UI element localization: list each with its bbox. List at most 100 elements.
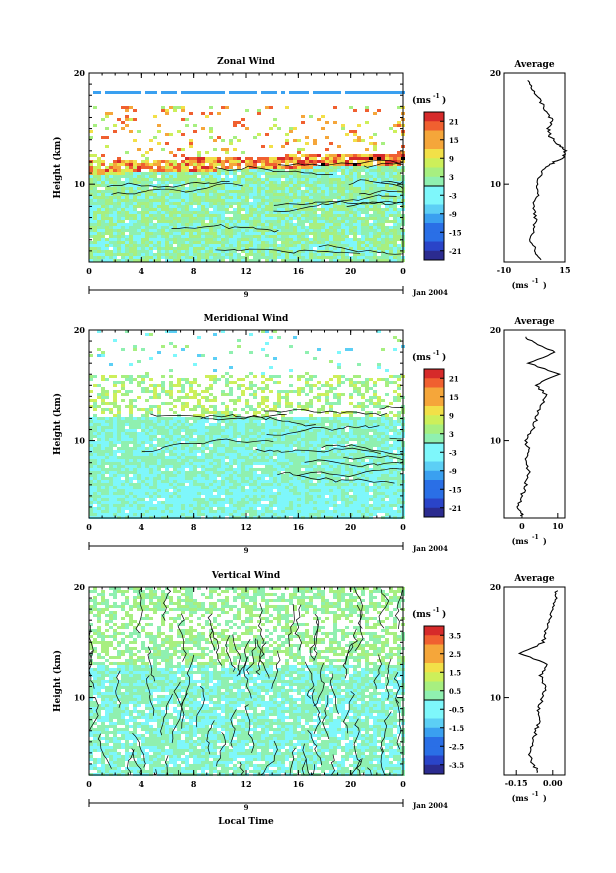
heatmap-cell — [369, 435, 373, 438]
heatmap-cell — [185, 459, 189, 462]
heatmap-cell — [221, 241, 225, 244]
heatmap-cell — [349, 208, 353, 211]
heatmap-cell — [117, 408, 121, 411]
heatmap-cell — [165, 193, 169, 196]
heatmap-cell — [313, 166, 317, 169]
heatmap-cell — [165, 432, 169, 435]
heatmap-cell — [117, 211, 121, 214]
heatmap-cell — [97, 211, 101, 214]
heatmap-cell — [101, 459, 105, 462]
heatmap-cell — [281, 465, 285, 468]
heatmap-cell — [313, 205, 317, 208]
heatmap-cell — [105, 408, 109, 411]
heatmap-cell — [137, 462, 141, 465]
heatmap-cell — [205, 178, 209, 181]
profile-y-tick-label: 10 — [490, 179, 502, 189]
heatmap-cell — [337, 420, 341, 423]
heatmap-cell — [281, 444, 285, 447]
heatmap-cell — [341, 124, 345, 127]
heatmap-cell — [157, 211, 161, 214]
heatmap-cell — [325, 220, 329, 223]
heatmap-cell — [165, 226, 169, 229]
heatmap-cell — [257, 250, 261, 253]
heatmap-cell — [225, 232, 229, 235]
heatmap-cell — [217, 202, 221, 205]
heatmap-cell — [285, 205, 289, 208]
heatmap-cell — [253, 232, 257, 235]
heatmap-cell — [169, 172, 173, 175]
heatmap-cell — [105, 241, 109, 244]
heatmap-cell — [225, 205, 229, 208]
heatmap-cell — [281, 169, 285, 172]
heatmap-cell — [325, 136, 329, 139]
heatmap-cell — [129, 429, 133, 432]
heatmap-cell — [305, 211, 309, 214]
heatmap-cell — [385, 166, 389, 169]
profile-frame — [503, 72, 566, 263]
heatmap-cell — [109, 205, 113, 208]
heatmap-cell — [225, 196, 229, 199]
heatmap-cell — [145, 468, 149, 471]
colorbar-tick-label: -21 — [449, 247, 462, 256]
heatmap-cell — [217, 112, 221, 115]
heatmap-cell — [337, 208, 341, 211]
heatmap-cell — [177, 229, 181, 232]
heatmap-cell — [209, 178, 213, 181]
heatmap-cell — [389, 163, 393, 166]
heatmap-cell — [121, 214, 125, 217]
heatmap-cell — [257, 133, 261, 136]
heatmap-cell — [325, 187, 329, 190]
heatmap-cell — [253, 217, 257, 220]
heatmap-cell — [381, 196, 385, 199]
heatmap-cell — [285, 220, 289, 223]
heatmap-cell — [397, 420, 401, 423]
heatmap-cell — [101, 136, 105, 139]
heatmap-cell — [337, 232, 341, 235]
heatmap-cell — [225, 199, 229, 202]
heatmap-cell — [285, 417, 289, 420]
heatmap-cell — [161, 465, 165, 468]
heatmap-cell — [325, 393, 329, 396]
heatmap-cell — [153, 229, 157, 232]
heatmap-cell — [337, 226, 341, 229]
heatmap-cell — [209, 217, 213, 220]
heatmap-cell — [325, 229, 329, 232]
heatmap-cell — [145, 408, 149, 411]
heatmap-cell — [341, 259, 345, 262]
heatmap-cell — [281, 232, 285, 235]
heatmap-cell — [133, 444, 137, 447]
heatmap-cell — [269, 429, 273, 432]
heatmap-cell — [333, 190, 337, 193]
heatmap-cell — [197, 172, 201, 175]
heatmap-cell — [101, 450, 105, 453]
heatmap-cell — [109, 166, 113, 169]
heatmap-cell — [117, 411, 121, 414]
heatmap-cell — [185, 417, 189, 420]
heatmap-cell — [137, 244, 141, 247]
heatmap-cell — [265, 465, 269, 468]
heatmap-cell — [121, 438, 125, 441]
heatmap-cell — [385, 459, 389, 462]
heatmap-cell — [201, 199, 205, 202]
heatmap-cell — [329, 378, 333, 381]
heatmap-cell — [101, 154, 105, 157]
heatmap-cell — [157, 163, 161, 166]
heatmap-cell — [241, 390, 245, 393]
heatmap-cell — [389, 453, 393, 456]
heatmap-cell — [141, 211, 145, 214]
heatmap-cell — [117, 447, 121, 450]
heatmap-cell — [293, 435, 297, 438]
heatmap-cell — [365, 411, 369, 414]
heatmap-cell — [337, 393, 341, 396]
heatmap-cell — [133, 169, 137, 172]
heatmap-cell — [121, 223, 125, 226]
heatmap-cell — [197, 393, 201, 396]
heatmap-cell — [341, 187, 345, 190]
heatmap-cell — [189, 160, 193, 163]
heatmap-cell — [197, 250, 201, 253]
heatmap-cell — [377, 444, 381, 447]
heatmap-cell — [337, 235, 341, 238]
heatmap-cell — [161, 256, 165, 259]
heatmap-cell — [285, 244, 289, 247]
